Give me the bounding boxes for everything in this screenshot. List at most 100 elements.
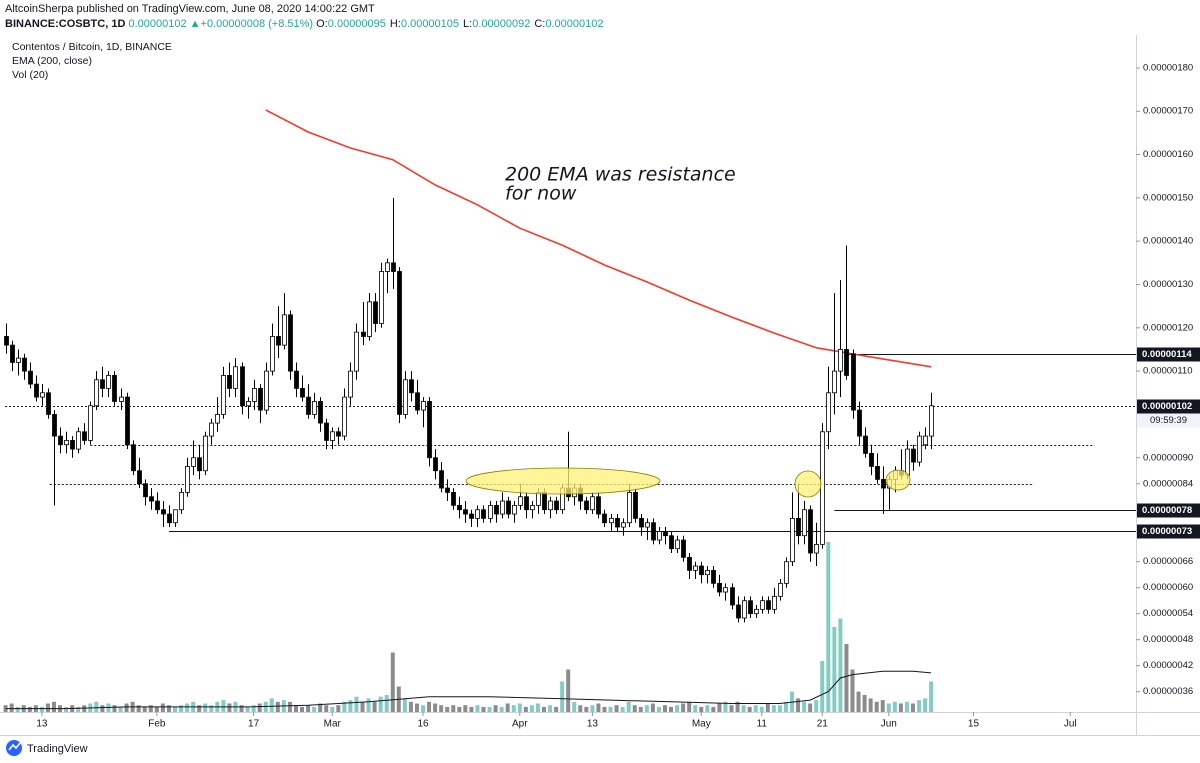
volume-ma-line bbox=[5, 670, 932, 710]
volume-bar bbox=[427, 701, 432, 712]
countdown-box bbox=[1137, 413, 1200, 428]
volume-bar bbox=[590, 705, 595, 712]
candle-body bbox=[258, 388, 263, 411]
volume-bar bbox=[421, 705, 425, 712]
x-tick-label: May bbox=[692, 719, 711, 730]
volume-bar bbox=[741, 705, 746, 712]
candle-body bbox=[379, 271, 384, 324]
volume-bar bbox=[511, 705, 516, 712]
candle-body bbox=[119, 396, 124, 402]
candle-body bbox=[4, 336, 9, 346]
volume-bar bbox=[862, 695, 867, 712]
volume-bar bbox=[874, 701, 879, 712]
volume-bar bbox=[336, 705, 341, 712]
volume-bar bbox=[330, 706, 335, 712]
y-tick-label: 0.00000130 bbox=[1143, 279, 1193, 290]
candle-body bbox=[46, 392, 51, 415]
candle-body bbox=[796, 517, 801, 537]
volume-bar bbox=[390, 652, 395, 712]
volume-bar bbox=[535, 703, 540, 712]
candle-body bbox=[778, 582, 783, 597]
volume-bar bbox=[765, 703, 770, 712]
y-tick-label: 0.00000160 bbox=[1143, 149, 1193, 160]
candle-body bbox=[367, 301, 372, 337]
ohlc-key: C: bbox=[534, 18, 546, 30]
volume-bar bbox=[729, 705, 734, 712]
volume-bar bbox=[493, 705, 498, 712]
candle-body bbox=[790, 517, 795, 563]
candle-body bbox=[881, 479, 886, 489]
highlight bbox=[885, 469, 911, 491]
candle-body bbox=[711, 569, 716, 584]
candle-body bbox=[814, 543, 819, 554]
volume-bar bbox=[614, 705, 619, 712]
volume-bar bbox=[209, 705, 214, 712]
volume-bar bbox=[360, 701, 365, 712]
ema-line bbox=[265, 109, 932, 368]
volume-bar bbox=[554, 706, 559, 712]
volume-bar bbox=[929, 681, 934, 712]
ohlc-key: L: bbox=[463, 18, 473, 30]
level-label-box bbox=[1137, 503, 1200, 518]
volume-bar bbox=[898, 703, 903, 712]
candle-body bbox=[318, 401, 323, 424]
volume-bar bbox=[82, 705, 87, 712]
volume-bar bbox=[541, 706, 546, 712]
up-icon: ▲ bbox=[189, 18, 201, 30]
candle-body bbox=[875, 466, 880, 480]
logo-icon bbox=[6, 740, 22, 756]
candle-body bbox=[397, 271, 402, 415]
volume-bar bbox=[669, 706, 674, 712]
volume-bar bbox=[917, 700, 922, 712]
volume-bar bbox=[136, 705, 141, 712]
y-tick-label: 0.00000066 bbox=[1143, 556, 1193, 567]
volume-bar bbox=[269, 698, 274, 712]
volume-bar bbox=[251, 705, 256, 712]
candle-body bbox=[723, 587, 728, 593]
volume-bar bbox=[662, 705, 667, 712]
candle-body bbox=[754, 608, 759, 615]
y-tick-label: 0.00000140 bbox=[1143, 236, 1193, 247]
candle-body bbox=[820, 431, 825, 545]
candle-body bbox=[869, 453, 874, 467]
candle-body bbox=[590, 496, 595, 511]
x-tick-label: Apr bbox=[512, 719, 528, 730]
candle-body bbox=[663, 530, 668, 537]
volume-bar bbox=[856, 691, 861, 712]
candle-body bbox=[500, 500, 505, 515]
legend-entry: Vol (20) bbox=[12, 69, 48, 81]
candle-body bbox=[838, 349, 843, 372]
volume-bar bbox=[608, 706, 613, 712]
candle-body bbox=[40, 392, 45, 398]
candle-body bbox=[542, 491, 547, 511]
candle-body bbox=[409, 379, 414, 394]
volume-bar bbox=[723, 701, 728, 712]
candle-body bbox=[766, 600, 771, 610]
volume-bar bbox=[505, 703, 510, 712]
volume-bar bbox=[221, 700, 226, 712]
highlights bbox=[465, 467, 911, 498]
logo: TradingView bbox=[6, 740, 88, 756]
candle-body bbox=[161, 509, 166, 515]
volume-bar bbox=[711, 706, 716, 712]
volume-bar bbox=[868, 698, 873, 712]
volume-bar bbox=[354, 696, 359, 712]
candle-body bbox=[336, 431, 341, 437]
candle-body bbox=[137, 470, 142, 485]
candle-body bbox=[288, 314, 293, 372]
candle-body bbox=[621, 522, 626, 528]
candle-body bbox=[857, 409, 862, 437]
candle-body bbox=[687, 556, 692, 571]
candle-body bbox=[427, 401, 432, 459]
candle-body bbox=[693, 565, 698, 571]
x-tick-label: Jun bbox=[881, 719, 897, 730]
volume-bar bbox=[300, 706, 305, 712]
volume-bar bbox=[904, 701, 909, 712]
volume-bar bbox=[306, 705, 311, 712]
candle-body bbox=[88, 405, 93, 441]
volume-bar bbox=[348, 700, 353, 712]
volume-bar bbox=[469, 706, 474, 712]
candle-body bbox=[197, 457, 202, 472]
volume-bar bbox=[880, 700, 885, 712]
candle-body bbox=[306, 396, 311, 415]
